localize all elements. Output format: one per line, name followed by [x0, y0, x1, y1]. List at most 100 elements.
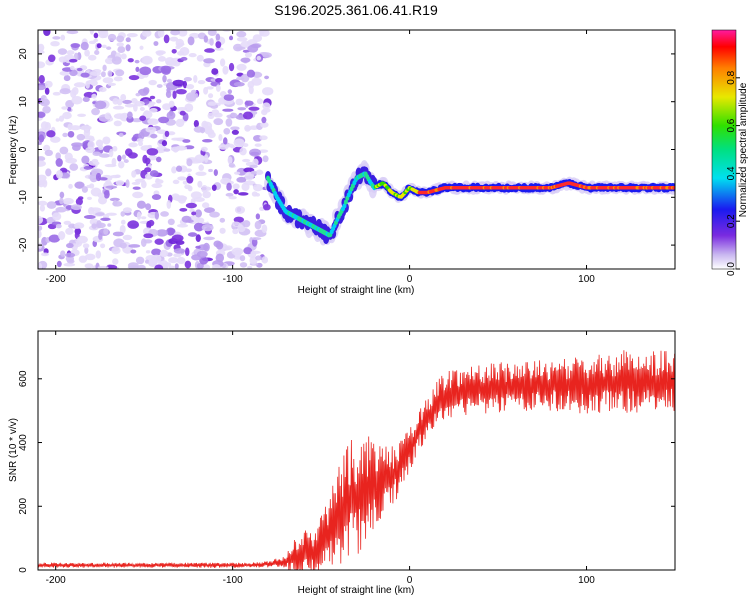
- spectrogram-noise-cell: [65, 252, 76, 258]
- spectrogram-noise-cell: [160, 65, 172, 74]
- spectrogram-noise-cell: [92, 151, 102, 156]
- spectrogram-noise-cell: [58, 231, 66, 240]
- spectrogram-noise-cell: [117, 46, 126, 53]
- spectrogram-noise-cell: [145, 126, 157, 133]
- spectrogram-noise-cell: [101, 44, 107, 49]
- spectrogram-noise-cell: [182, 139, 191, 143]
- spectrogram-noise-cell: [247, 265, 253, 269]
- spectrogram-noise-cell: [141, 180, 147, 189]
- spectrogram-noise-cell: [102, 64, 107, 72]
- spectrogram-noise-cell: [68, 58, 78, 63]
- spectrogram-noise-cell: [242, 111, 254, 120]
- spectrogram-noise-cell: [207, 30, 217, 37]
- spectrogram-noise-cell: [154, 179, 164, 184]
- spectrogram-noise-cell: [194, 154, 205, 164]
- colorbar-ticks: 0.0 0.2 0.4 0.6 0.8: [726, 70, 740, 276]
- spectrogram-noise-cell: [182, 180, 188, 185]
- spectrogram-noise-cell: [262, 155, 269, 163]
- spectrogram-y-tick-label: -20: [18, 237, 29, 252]
- spectrogram-noise-cell: [197, 80, 206, 85]
- snr-y-label: SNR (10 * v/v): [8, 418, 19, 482]
- spectrogram-noise-cell: [147, 118, 159, 125]
- spectrogram-noise-cell: [122, 234, 133, 241]
- snr-x-tick-label: -100: [223, 575, 243, 586]
- spectrogram-noise-cell: [193, 119, 199, 128]
- spectrogram-noise-cell: [239, 255, 246, 262]
- spectrogram-noise-cell: [244, 100, 254, 106]
- spectrogram-noise-cell: [203, 242, 210, 252]
- spectrogram-x-tick-label: -100: [223, 274, 243, 285]
- spectrogram-noise-cell: [67, 123, 73, 131]
- spectrogram-noise-cell: [69, 125, 81, 131]
- spectrogram-noise-cell: [120, 53, 127, 60]
- spectrogram-noise-cell: [239, 147, 247, 156]
- spectrogram-noise-cell: [198, 164, 205, 171]
- spectrogram-frame: [37, 29, 676, 270]
- snr-x-label: Height of straight line (km): [298, 585, 415, 596]
- spectrogram-noise-cell: [248, 106, 260, 111]
- spectrogram-noise-cell: [111, 56, 122, 65]
- spectrogram-noise-cell: [139, 115, 147, 121]
- colorbar: 0.0 0.2 0.4 0.6 0.8 Normalized spectral ampl…: [711, 29, 749, 276]
- spectrogram-noise-cell: [214, 47, 224, 51]
- colorbar-tick-label: 0.4: [726, 166, 737, 180]
- spectrogram-noise-cell: [204, 48, 215, 53]
- spectrogram-noise-cell: [38, 225, 43, 231]
- spectrogram-noise-cell: [38, 242, 43, 249]
- spectrogram-noise-cell: [234, 205, 246, 214]
- spectrogram-noise-cell: [80, 125, 92, 131]
- spectrogram-noise-cell: [236, 76, 245, 81]
- spectrogram-noise-cell: [105, 264, 118, 269]
- spectrogram-noise-cell: [166, 227, 176, 236]
- spectrogram-noise-cell: [207, 112, 215, 120]
- spectrogram-noise-cell: [62, 111, 72, 120]
- spectrogram-x-label: Height of straight line (km): [298, 285, 415, 296]
- spectrogram-noise-cell: [197, 180, 203, 188]
- spectrogram-noise-cell: [141, 30, 152, 37]
- spectrogram-noise-cell: [156, 229, 168, 237]
- spectrogram-noise-cell: [218, 133, 223, 142]
- spectrogram-y-tick-label: -10: [18, 190, 29, 205]
- spectrogram-noise-cell: [59, 191, 65, 199]
- spectrogram-noise-cell: [91, 223, 98, 229]
- spectrogram-noise-cell: [107, 70, 113, 77]
- spectrogram-noise-cell: [38, 49, 45, 55]
- spectrogram-noise-cell: [200, 146, 208, 152]
- spectrogram-noise-cell: [261, 256, 269, 264]
- spectrogram-noise-cell: [151, 183, 163, 189]
- spectrogram-noise-cell: [153, 41, 159, 46]
- spectrogram-noise-cell: [177, 50, 185, 56]
- spectrogram-noise-cell: [125, 37, 131, 43]
- spectrogram-noise-cell: [144, 167, 152, 173]
- colorbar-tick-label: 0.0: [726, 262, 737, 276]
- spectrogram-noise-cell: [131, 136, 138, 142]
- spectrogram-noise-cell: [252, 183, 263, 192]
- spectrogram-noise-cell: [136, 211, 142, 220]
- spectrogram-noise-cell: [173, 253, 182, 258]
- spectrogram-noise-cell: [38, 111, 46, 119]
- spectrogram-noise-cell: [80, 72, 90, 78]
- spectrogram-noise-cell: [248, 85, 254, 95]
- spectrogram-noise-cell: [242, 158, 251, 163]
- spectrogram-noise-cell: [116, 42, 124, 47]
- spectrogram-noise-cell: [187, 232, 198, 237]
- spectrogram-y-tick-label: 20: [18, 48, 29, 60]
- spectrogram-noise-cell: [240, 73, 250, 83]
- spectrogram-noise-cell: [50, 41, 60, 47]
- spectrogram-noise-cell: [228, 163, 235, 168]
- spectrogram-noise-cell: [124, 103, 136, 108]
- spectrogram-noise-cell: [249, 164, 258, 168]
- spectrogram-noise-cell: [196, 217, 205, 224]
- spectrogram-noise-cell: [149, 95, 156, 100]
- spectrogram-noise-cell: [89, 183, 95, 189]
- spectrogram-noise-cell: [115, 180, 125, 186]
- spectrogram-noise-cell: [233, 82, 245, 87]
- spectrogram-noise-cell: [98, 31, 107, 39]
- spectrogram-noise-cell: [70, 65, 75, 71]
- spectrogram-noise-cell: [230, 145, 236, 149]
- spectrogram-noise-cell: [250, 237, 262, 241]
- spectrogram-noise-cell: [149, 108, 158, 113]
- spectrogram-y-axis: -20 -10 0 10 20: [18, 48, 675, 252]
- snr-x-tick-label: 0: [407, 575, 413, 586]
- colorbar-tick-label: 0.8: [726, 70, 737, 84]
